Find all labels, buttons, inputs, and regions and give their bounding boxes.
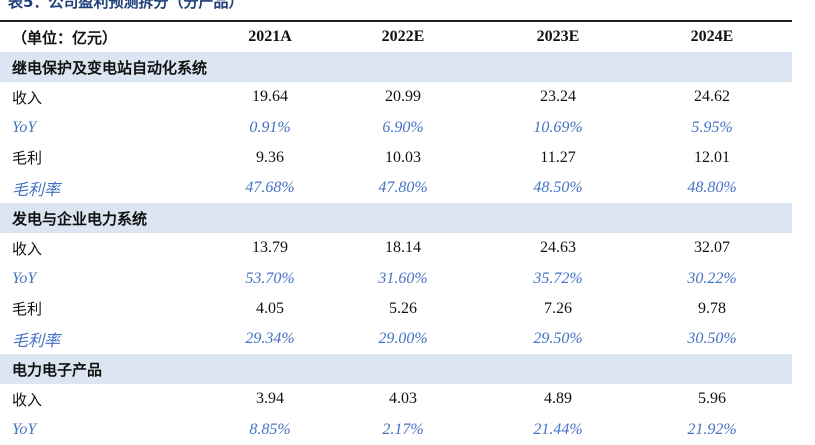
table-row: 毛利 4.05 5.26 7.26 9.78 bbox=[0, 294, 792, 324]
value-cell: 0.91% bbox=[249, 118, 291, 136]
table-header-row: （单位：亿元） 2021A 2022E 2023E 2024E bbox=[0, 22, 792, 52]
value-cell: 12.01 bbox=[694, 148, 730, 166]
value-cell: 10.03 bbox=[385, 148, 421, 166]
table-row: 毛利率 29.34% 29.00% 29.50% 30.50% bbox=[0, 324, 792, 354]
value-cell: 29.34% bbox=[245, 329, 295, 347]
section-row: 发电与企业电力系统 bbox=[0, 203, 792, 234]
value-cell: 6.90% bbox=[382, 118, 424, 136]
value-cell: 47.68% bbox=[245, 179, 295, 197]
value-cell: 13.79 bbox=[252, 239, 288, 257]
value-cell: 5.95% bbox=[691, 118, 733, 136]
year-header: 2022E bbox=[381, 28, 425, 46]
year-header: 2021A bbox=[248, 28, 292, 46]
value-cell: 9.78 bbox=[698, 299, 726, 317]
value-cell: 4.89 bbox=[544, 390, 572, 408]
value-cell: 24.63 bbox=[540, 239, 576, 257]
table-title: 表5：公司盈利预测拆分（分产品） bbox=[8, 0, 244, 11]
value-cell: 7.26 bbox=[544, 299, 572, 317]
year-header: 2023E bbox=[536, 28, 580, 46]
value-cell: 35.72% bbox=[533, 269, 583, 287]
row-label: YoY bbox=[12, 420, 37, 438]
value-cell: 31.60% bbox=[378, 269, 428, 287]
value-cell: 10.69% bbox=[533, 118, 583, 136]
value-cell: 4.05 bbox=[256, 299, 284, 317]
value-cell: 18.14 bbox=[385, 239, 421, 257]
value-cell: 32.07 bbox=[694, 239, 730, 257]
value-cell: 20.99 bbox=[385, 88, 421, 106]
table-row: 毛利 9.36 10.03 11.27 12.01 bbox=[0, 143, 792, 173]
value-cell: 30.22% bbox=[687, 269, 737, 287]
table-row: YoY 0.91% 6.90% 10.69% 5.95% bbox=[0, 113, 792, 143]
row-label: YoY bbox=[12, 269, 37, 287]
value-cell: 24.62 bbox=[694, 88, 730, 106]
row-label: YoY bbox=[12, 118, 37, 136]
value-cell: 2.17% bbox=[382, 420, 424, 438]
table-row: YoY 8.85% 2.17% 21.44% 21.92% bbox=[0, 414, 792, 444]
row-label: 毛利率 bbox=[12, 182, 61, 200]
section-title: 继电保护及变电站自动化系统 bbox=[12, 58, 208, 77]
row-label: 毛利 bbox=[12, 300, 43, 319]
table-row: YoY 53.70% 31.60% 35.72% 30.22% bbox=[0, 264, 792, 294]
value-cell: 21.92% bbox=[687, 420, 737, 438]
table-row: 毛利率 47.68% 47.80% 48.50% 48.80% bbox=[0, 173, 792, 203]
row-label: 收入 bbox=[12, 239, 43, 258]
value-cell: 9.36 bbox=[256, 148, 284, 166]
section-title: 电力电子产品 bbox=[12, 360, 103, 379]
value-cell: 48.50% bbox=[533, 179, 583, 197]
year-header: 2024E bbox=[690, 28, 734, 46]
row-label: 毛利率 bbox=[12, 332, 61, 350]
section-row: 电力电子产品 bbox=[0, 354, 792, 385]
value-cell: 48.80% bbox=[687, 179, 737, 197]
section-title: 发电与企业电力系统 bbox=[12, 209, 148, 228]
value-cell: 4.03 bbox=[389, 390, 417, 408]
row-label: 收入 bbox=[12, 88, 43, 107]
value-cell: 11.27 bbox=[540, 148, 576, 166]
value-cell: 19.64 bbox=[252, 88, 288, 106]
row-label: 收入 bbox=[12, 390, 43, 409]
value-cell: 5.96 bbox=[698, 390, 726, 408]
value-cell: 21.44% bbox=[533, 420, 583, 438]
unit-label: （单位：亿元） bbox=[12, 28, 118, 47]
value-cell: 47.80% bbox=[378, 179, 428, 197]
value-cell: 53.70% bbox=[245, 269, 295, 287]
value-cell: 3.94 bbox=[256, 390, 284, 408]
table-row: 收入 13.79 18.14 24.63 32.07 bbox=[0, 233, 792, 263]
value-cell: 29.00% bbox=[378, 329, 428, 347]
value-cell: 5.26 bbox=[389, 299, 417, 317]
value-cell: 30.50% bbox=[687, 329, 737, 347]
profit-forecast-table: （单位：亿元） 2021A 2022E 2023E 2024E 继电保护及变电站… bbox=[0, 20, 792, 445]
row-label: 毛利 bbox=[12, 149, 43, 168]
value-cell: 8.85% bbox=[249, 420, 291, 438]
value-cell: 29.50% bbox=[533, 329, 583, 347]
table-row: 收入 19.64 20.99 23.24 24.62 bbox=[0, 82, 792, 112]
value-cell: 23.24 bbox=[540, 88, 576, 106]
section-row: 继电保护及变电站自动化系统 bbox=[0, 52, 792, 83]
table-row: 收入 3.94 4.03 4.89 5.96 bbox=[0, 384, 792, 414]
